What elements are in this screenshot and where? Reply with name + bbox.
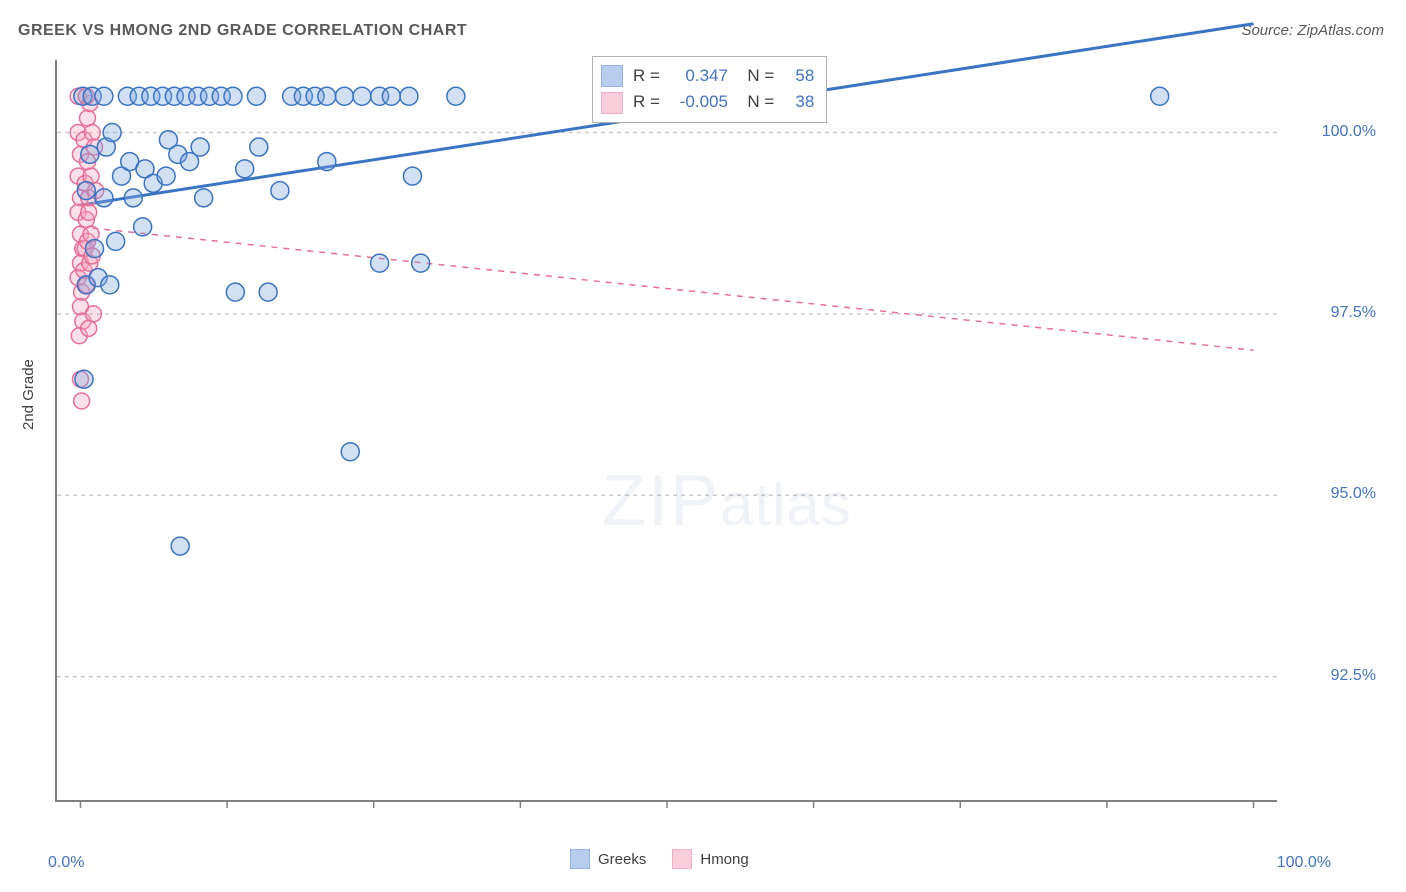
legend-item-hmong: Hmong (672, 849, 748, 869)
swatch-greeks-icon (570, 849, 590, 869)
chart-title: GREEK VS HMONG 2ND GRADE CORRELATION CHA… (18, 22, 467, 40)
swatch-hmong-icon (672, 849, 692, 869)
stat-n-label: N = (738, 63, 774, 89)
stat-n-greeks: 58 (784, 63, 814, 89)
legend-label-greeks: Greeks (598, 851, 646, 868)
stats-legend-box: R = 0.347 N = 58 R = -0.005 N = 38 (592, 56, 827, 123)
y-axis-label: 2nd Grade (20, 359, 37, 430)
legend-bottom: Greeks Hmong (570, 849, 749, 869)
watermark-light: atlas (720, 471, 852, 538)
swatch-greeks (601, 65, 623, 87)
y-tick-label: 92.5% (1331, 667, 1376, 685)
swatch-hmong (601, 92, 623, 114)
stat-n-hmong: 38 (784, 89, 814, 115)
stat-r-label: R = (633, 63, 660, 89)
stats-row-hmong: R = -0.005 N = 38 (601, 89, 814, 115)
legend-label-hmong: Hmong (700, 851, 748, 868)
watermark: ZIPatlas (602, 460, 852, 542)
x-tick-right: 100.0% (1277, 854, 1331, 872)
stat-r-greeks: 0.347 (670, 63, 728, 89)
stat-r-label2: R = (633, 89, 660, 115)
plot-area: R = 0.347 N = 58 R = -0.005 N = 38 ZIPat… (55, 60, 1277, 802)
y-tick-label: 100.0% (1322, 123, 1376, 141)
scatter-svg (57, 60, 1277, 800)
legend-item-greeks: Greeks (570, 849, 646, 869)
source-attribution: Source: ZipAtlas.com (1241, 22, 1384, 39)
watermark-strong: ZIP (602, 461, 720, 541)
y-tick-label: 97.5% (1331, 304, 1376, 322)
stats-row-greeks: R = 0.347 N = 58 (601, 63, 814, 89)
stat-n-label2: N = (738, 89, 774, 115)
y-tick-label: 95.0% (1331, 485, 1376, 503)
stat-r-hmong: -0.005 (670, 89, 728, 115)
x-tick-left: 0.0% (48, 854, 84, 872)
